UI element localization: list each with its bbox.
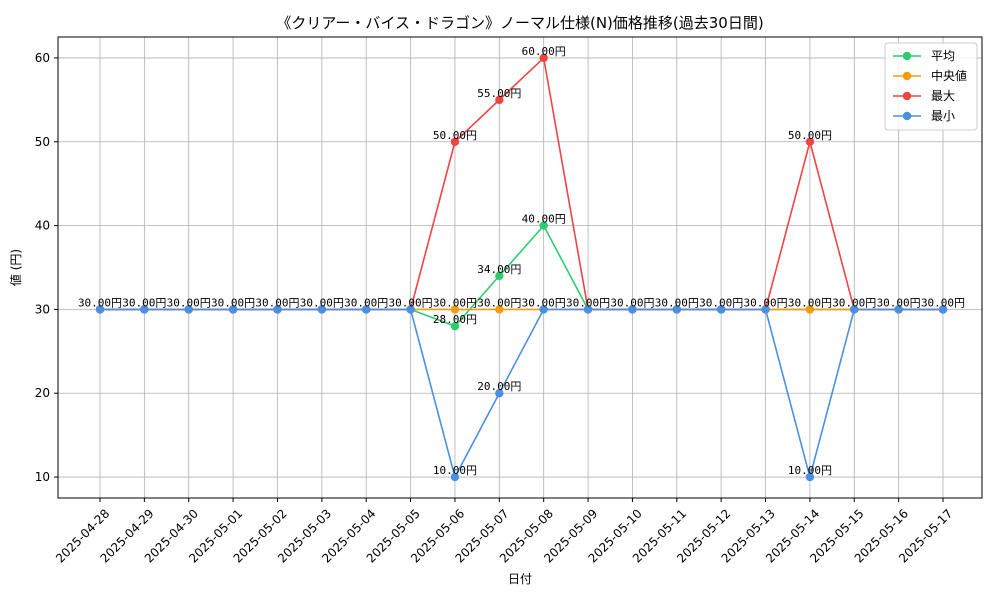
y-tick-label: 10 [35,470,50,484]
series-line [100,56,943,311]
data-point [450,321,460,331]
legend-box [884,42,978,131]
data-label: 30.00円 [300,296,344,309]
legend-label: 最小 [931,109,955,123]
y-tick-label: 50 [35,135,50,149]
legend-marker [902,71,912,81]
data-point [317,305,327,314]
data-label: 20.00円 [477,380,521,393]
data-label: 30.00円 [699,296,743,309]
legend-label: 中央値 [931,68,967,83]
data-point [805,472,815,482]
data-point [228,305,238,314]
data-point [362,305,371,314]
data-label: 30.00円 [477,296,521,309]
data-point [495,305,504,314]
y-axis: 10 20 30 40 50 60 [35,51,58,484]
data-point [761,305,770,314]
data-label: 30.00円 [122,296,166,309]
data-label: 30.00円 [743,296,787,309]
x-axis-label: 日付 [508,572,532,586]
data-label: 50.00円 [788,129,832,142]
legend-item: 平均 [893,49,955,63]
chart-title: 《クリアー・バイス・ドラゴン》ノーマル仕様(N)価格推移(過去30日間) [276,14,763,32]
data-point [184,305,193,314]
y-axis-label: 値 (円) [8,249,23,286]
y-tick-label: 20 [35,386,50,400]
series-line [100,308,943,481]
data-label: 30.00円 [255,296,299,309]
data-label: 30.00円 [167,296,211,309]
data-point [450,472,460,482]
data-point [140,305,149,314]
data-label: 10.00円 [788,464,832,477]
data-point [273,305,282,314]
series-2 [95,53,948,314]
series-line [100,224,943,328]
data-label: 30.00円 [78,296,122,309]
legend-marker [902,51,912,61]
data-point [495,271,504,281]
data-label: 30.00円 [610,296,654,309]
plot-area [57,36,983,499]
data-label: 50.00円 [433,129,477,142]
legend-item: 中央値 [893,68,967,83]
data-label: 30.00円 [788,296,832,309]
series-0 [95,221,948,331]
legend-marker [902,111,912,121]
legend-item: 最大 [893,89,955,103]
y-tick-label: 30 [35,302,50,316]
data-point [672,305,681,314]
data-label: 30.00円 [655,296,699,309]
x-axis: 2025-04-282025-04-292025-04-302025-05-01… [53,498,955,566]
data-point [850,305,859,314]
legend-label: 平均 [931,49,955,63]
data-label: 30.00円 [344,296,388,309]
data-label: 40.00円 [522,213,566,226]
data-label: 30.00円 [389,296,433,309]
data-label: 30.00円 [921,296,965,309]
data-label: 30.00円 [433,296,477,309]
y-tick-label: 60 [35,51,50,65]
data-point [628,305,637,314]
data-label: 60.00円 [522,45,566,58]
data-point [539,221,548,230]
data-point [894,305,903,314]
data-label: 30.00円 [211,296,255,309]
series-3 [95,305,948,482]
data-point [495,389,504,398]
data-point [495,95,504,105]
data-point [805,137,815,146]
data-point [805,305,815,314]
data-point [406,305,415,314]
data-label: 34.00円 [477,263,521,276]
data-point [95,305,105,314]
data-point [450,305,460,314]
data-label: 30.00円 [877,296,921,309]
data-label: 30.00円 [832,296,876,309]
data-point [539,305,548,314]
data-point [539,53,548,63]
data-label: 30.00円 [566,296,610,309]
legend-marker [902,91,912,101]
data-label: 28.00円 [433,313,477,326]
data-point [716,305,726,314]
y-tick-label: 40 [35,219,50,233]
data-point [583,305,593,314]
data-label: 55.00円 [477,87,521,100]
data-label: 30.00円 [522,296,566,309]
grid-lines [58,37,982,498]
data-label: 10.00円 [433,464,477,477]
series-layer [95,53,948,482]
legend-label: 最大 [931,89,955,103]
legend-item: 最小 [893,109,955,123]
data-point [450,137,460,146]
data-point [938,305,948,314]
